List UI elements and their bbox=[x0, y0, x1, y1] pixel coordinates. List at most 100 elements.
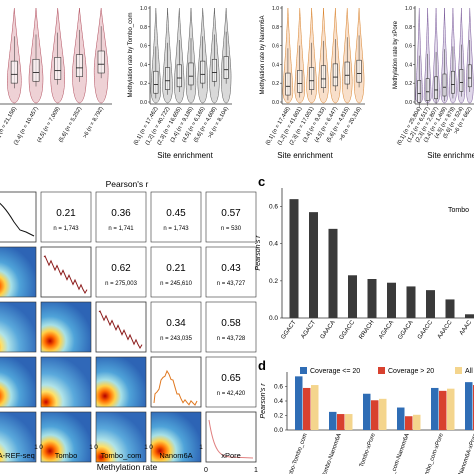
density-curve bbox=[153, 369, 198, 406]
bar bbox=[348, 275, 357, 318]
density-curve bbox=[98, 310, 143, 350]
sample-size: n = 275,003 bbox=[105, 281, 138, 287]
sample-size: n = 43,727 bbox=[217, 281, 246, 287]
y-tick-label: 1.0 bbox=[405, 6, 412, 12]
sample-size: n = 245,610 bbox=[160, 281, 193, 287]
box bbox=[459, 69, 464, 92]
panel-letter-d: d bbox=[258, 358, 266, 373]
correlation-cell bbox=[205, 246, 257, 298]
category-label: GGACC bbox=[339, 319, 357, 341]
y-tick-label: 0.6 bbox=[405, 44, 412, 50]
sample-size: n = 43,728 bbox=[217, 336, 246, 342]
x-tick-1: 1 bbox=[89, 444, 93, 451]
pearson-r-value: 0.45 bbox=[166, 208, 186, 219]
category-label: GAACA bbox=[320, 320, 337, 341]
bar bbox=[371, 400, 379, 430]
y-tick-label: 0.2 bbox=[272, 81, 279, 87]
y-tick-label: 0.0 bbox=[140, 100, 147, 106]
legend-swatch bbox=[300, 367, 307, 374]
bar bbox=[445, 299, 455, 318]
box bbox=[320, 65, 327, 89]
legend-label: Coverage > 20 bbox=[388, 368, 434, 375]
bar bbox=[363, 393, 371, 430]
y-tick-label: 0.6 bbox=[140, 44, 147, 50]
bar bbox=[379, 398, 387, 430]
x-tick-1: 1 bbox=[144, 444, 148, 451]
density-curve bbox=[0, 202, 35, 237]
correlation-cell bbox=[95, 191, 147, 243]
pearson-r-value: 0.43 bbox=[221, 263, 241, 274]
category-label: (4,5] (n = 7,009) bbox=[36, 106, 61, 144]
x-tick-1: 1 bbox=[199, 444, 203, 451]
sample-size: n = 530 bbox=[221, 226, 242, 232]
correlation-cell bbox=[40, 191, 92, 243]
x-tick-0: 0 bbox=[39, 444, 43, 451]
y-tick-label: 0.4 bbox=[405, 62, 412, 68]
heatmap-cell bbox=[0, 301, 37, 353]
category-label: RRACH bbox=[358, 320, 375, 341]
bar bbox=[406, 286, 416, 318]
y-tick-label: 0.0 bbox=[274, 427, 283, 434]
panel-tombo: 0.0 0.2 0.4 0.6 0.8 1.0 Methylation rate by To… bbox=[128, 6, 232, 146]
matrix-x-axis-title: Methylation rate bbox=[97, 462, 158, 472]
pearson-r-value: 0.65 bbox=[221, 373, 241, 384]
bar bbox=[413, 414, 421, 430]
x-tick-0: 0 bbox=[94, 444, 98, 451]
bar bbox=[405, 416, 413, 430]
y-tick-label: 0.0 bbox=[272, 100, 279, 106]
box bbox=[467, 64, 472, 88]
y-tick-label: 0.2 bbox=[140, 81, 147, 87]
sample-size: n = 42,420 bbox=[217, 391, 246, 397]
density-curve bbox=[208, 419, 254, 459]
box bbox=[425, 78, 430, 101]
y-axis-label: Pearson's r bbox=[260, 383, 267, 419]
heatmap-cell bbox=[150, 411, 202, 463]
method-label: xPore bbox=[221, 451, 241, 460]
panel-d-grouped-bar-chart: 0.0 0.2 0.4 0.6 Pearson's r Coverage <= 20 Cov… bbox=[260, 367, 474, 474]
correlation-cell bbox=[150, 246, 202, 298]
pearson-r-value: 0.21 bbox=[56, 208, 76, 219]
sample-size: n = 243,035 bbox=[160, 336, 193, 342]
heatmap-cell bbox=[40, 356, 92, 408]
pearson-r-value: 0.36 bbox=[111, 208, 131, 219]
correlation-cell bbox=[95, 246, 147, 298]
box bbox=[97, 50, 105, 74]
x-tick-1: 1 bbox=[34, 444, 38, 451]
bar bbox=[397, 407, 405, 430]
y-tick-label: 1.0 bbox=[140, 6, 147, 12]
top-xlabel-3: Site enrichment bbox=[427, 151, 474, 160]
bar bbox=[311, 385, 319, 430]
bar bbox=[447, 388, 455, 430]
category-label: AAACC bbox=[437, 319, 454, 340]
y-tick-label: 0.2 bbox=[405, 81, 412, 87]
density-cell bbox=[205, 411, 257, 463]
category-label: >6 (n = 8,792) bbox=[82, 106, 105, 140]
box bbox=[451, 70, 455, 94]
category-label: AGACT bbox=[300, 319, 317, 340]
box bbox=[75, 54, 83, 77]
box bbox=[297, 70, 303, 93]
heatmap-cell bbox=[95, 411, 147, 463]
legend-swatch bbox=[455, 367, 462, 374]
bar bbox=[387, 282, 396, 318]
box bbox=[10, 60, 18, 84]
box bbox=[200, 60, 206, 84]
y-axis-label: Methylation rate by Tombo_com bbox=[128, 13, 134, 98]
box bbox=[32, 58, 40, 82]
legend-label: Coverage <= 20 bbox=[310, 368, 360, 375]
bar bbox=[426, 290, 435, 318]
density-cell bbox=[40, 246, 92, 298]
box bbox=[153, 70, 159, 94]
box bbox=[434, 76, 438, 100]
panel-letter-c: c bbox=[258, 174, 265, 189]
box bbox=[211, 58, 217, 82]
pearson-r-value: 0.21 bbox=[166, 263, 186, 274]
y-tick-label: 1.0 bbox=[272, 6, 279, 12]
box bbox=[344, 61, 350, 85]
pearson-r-value: 0.57 bbox=[221, 208, 241, 219]
y-tick-label: 0.2 bbox=[269, 278, 278, 285]
y-axis-label: Methylation rate by xPore bbox=[393, 20, 399, 89]
pearson-r-value: 0.34 bbox=[166, 318, 186, 329]
